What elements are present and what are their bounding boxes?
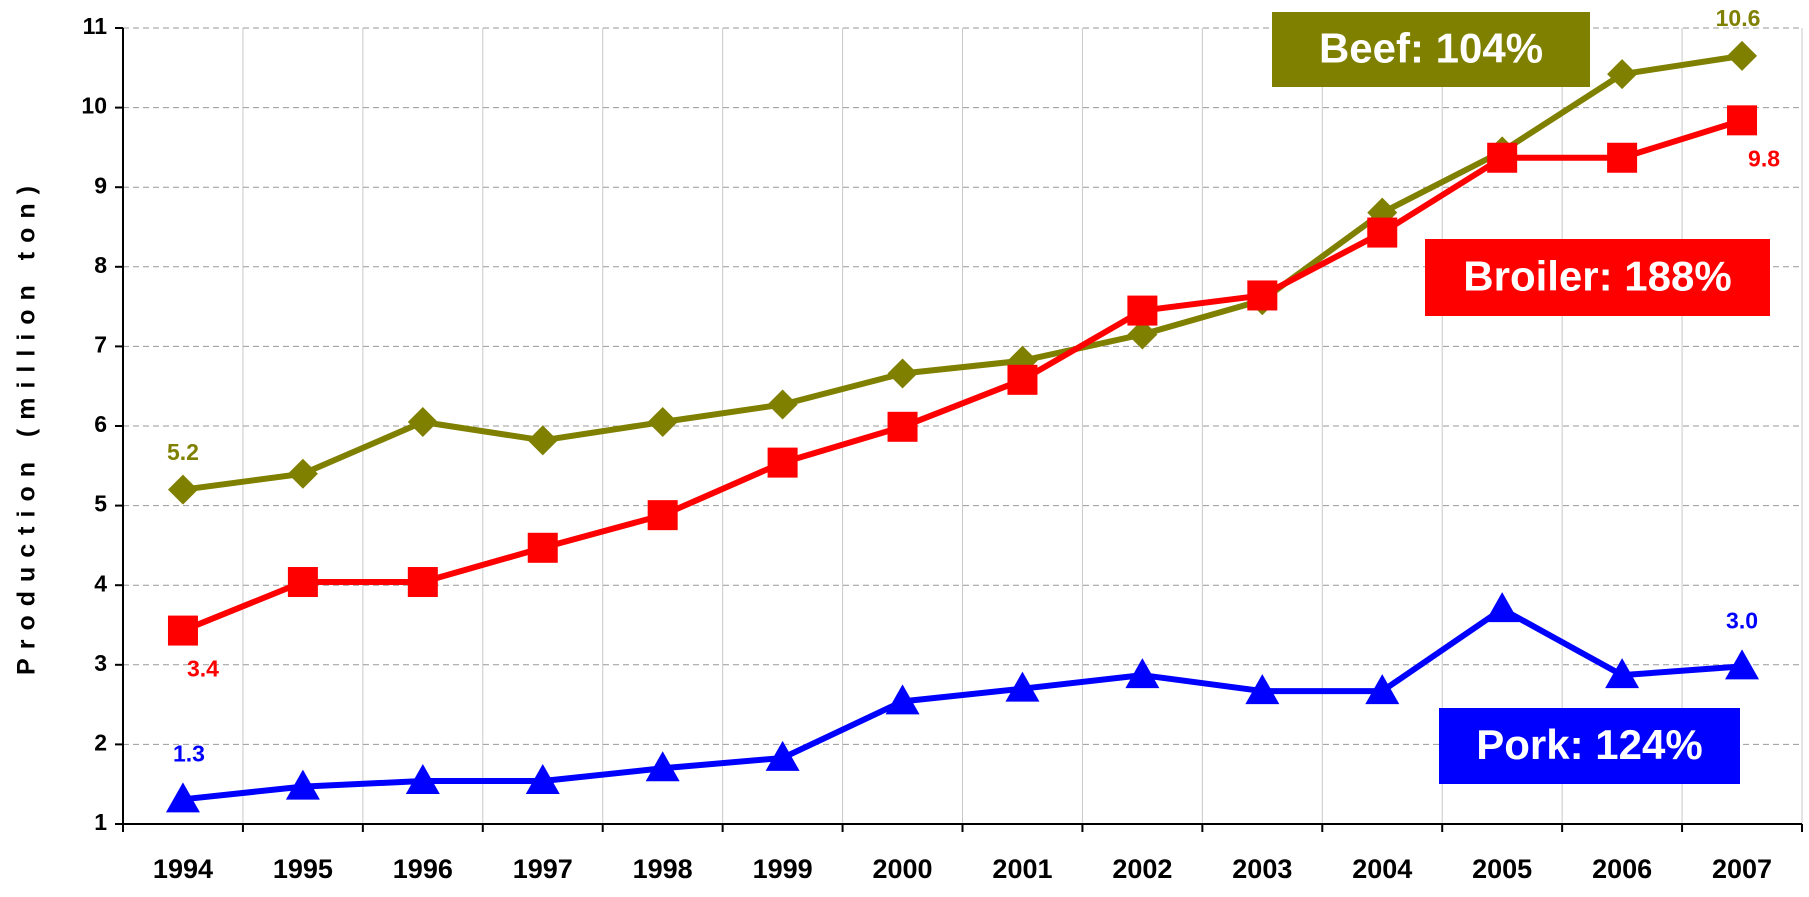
marker <box>407 407 438 438</box>
annotation-box <box>1425 239 1770 316</box>
marker <box>645 751 680 782</box>
marker <box>1607 142 1638 173</box>
marker <box>1245 674 1280 705</box>
marker <box>1247 280 1278 311</box>
marker <box>1605 658 1640 689</box>
value-label: 3.4 <box>187 656 219 682</box>
marker <box>1725 649 1760 680</box>
marker <box>287 458 318 489</box>
y-tick-label: 2 <box>94 729 107 755</box>
marker <box>405 764 440 795</box>
annotation: Pork: 124% <box>1476 721 1702 768</box>
annotation: Broiler: 188% <box>1463 253 1731 300</box>
marker <box>1365 674 1400 705</box>
x-tick-label: 2003 <box>1232 854 1292 884</box>
x-tick-label: 2000 <box>872 854 932 884</box>
marker <box>647 407 678 438</box>
x-tick-label: 2004 <box>1352 854 1412 884</box>
y-tick-label: 5 <box>94 491 107 517</box>
x-tick-label: 1994 <box>153 854 213 884</box>
x-tick-label: 1998 <box>633 854 693 884</box>
y-tick-label: 9 <box>94 172 107 198</box>
value-label: 3.0 <box>1726 607 1758 633</box>
marker <box>887 358 918 389</box>
x-tick-label: 2001 <box>992 854 1052 884</box>
series-line <box>182 606 1743 803</box>
x-tick-label: 2006 <box>1592 854 1652 884</box>
marker <box>887 411 918 442</box>
y-tick-label: 3 <box>94 650 107 676</box>
x-tick-label: 1996 <box>393 854 453 884</box>
marker <box>167 474 198 505</box>
y-tick-label: 10 <box>81 93 107 119</box>
marker <box>287 567 318 598</box>
y-tick-label: 8 <box>94 252 107 278</box>
value-label: 9.8 <box>1748 145 1780 171</box>
marker <box>165 782 200 813</box>
marker <box>1367 217 1398 248</box>
marker <box>1127 319 1158 350</box>
annotation: Beef: 104% <box>1319 25 1543 72</box>
marker <box>1005 671 1040 702</box>
value-label: 10.6 <box>1716 5 1761 31</box>
marker <box>1007 364 1038 395</box>
y-axis-label: Production (million ton) <box>13 177 41 675</box>
series-line <box>181 117 1743 634</box>
marker <box>527 532 558 563</box>
y-tick-label: 1 <box>94 809 107 835</box>
marker <box>1125 658 1160 689</box>
annotation-box <box>1439 708 1740 784</box>
marker <box>1727 40 1758 71</box>
marker <box>767 389 798 420</box>
value-label: 1.3 <box>173 740 205 766</box>
marker <box>167 615 198 646</box>
marker <box>767 447 798 478</box>
marker <box>407 567 438 598</box>
x-tick-label: 1995 <box>273 854 333 884</box>
annotation-box <box>1272 12 1590 87</box>
x-tick-label: 2005 <box>1472 854 1532 884</box>
x-tick-label: 1997 <box>513 854 573 884</box>
value-label: 5.2 <box>167 439 199 465</box>
y-tick-label: 11 <box>83 13 108 39</box>
marker <box>647 500 678 531</box>
marker <box>1487 142 1518 173</box>
marker <box>1127 295 1158 326</box>
marker <box>525 764 560 795</box>
x-tick-label: 2002 <box>1112 854 1172 884</box>
marker <box>285 769 320 800</box>
marker <box>1485 592 1520 623</box>
marker <box>765 740 800 771</box>
x-tick-label: 1999 <box>753 854 813 884</box>
marker <box>1727 105 1758 136</box>
y-tick-label: 4 <box>94 570 107 596</box>
y-tick-label: 7 <box>94 331 107 357</box>
marker <box>527 425 558 456</box>
series-line <box>182 52 1743 493</box>
y-tick-label: 6 <box>94 411 107 437</box>
x-tick-label: 2007 <box>1712 854 1772 884</box>
marker <box>1607 59 1638 90</box>
marker <box>885 684 920 715</box>
